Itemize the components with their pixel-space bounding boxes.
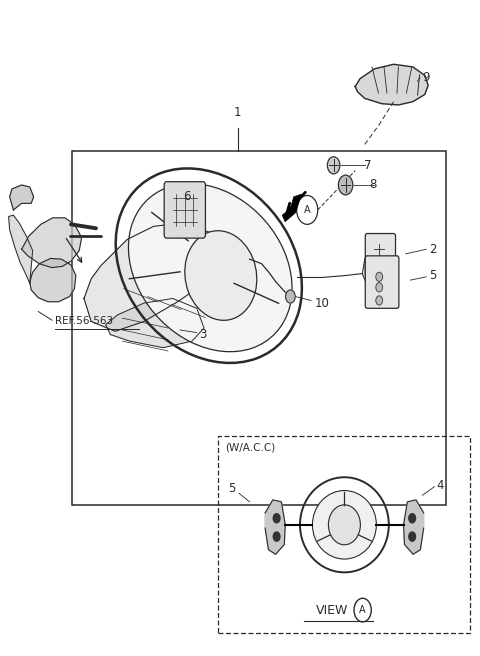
FancyBboxPatch shape — [164, 182, 205, 238]
Text: 7: 7 — [364, 159, 372, 172]
Circle shape — [273, 514, 280, 523]
Polygon shape — [355, 64, 428, 105]
Bar — [72, 151, 446, 505]
Circle shape — [327, 157, 340, 174]
Text: A: A — [360, 605, 366, 615]
Text: (W/A.C.C): (W/A.C.C) — [226, 443, 276, 453]
Polygon shape — [282, 194, 301, 222]
Polygon shape — [84, 223, 221, 331]
Text: 5: 5 — [228, 482, 235, 495]
Text: A: A — [304, 205, 311, 215]
Text: 3: 3 — [199, 328, 206, 341]
Ellipse shape — [185, 231, 257, 320]
Polygon shape — [404, 500, 424, 554]
Ellipse shape — [328, 505, 360, 544]
Polygon shape — [30, 258, 76, 302]
Ellipse shape — [129, 184, 292, 352]
Text: 2: 2 — [430, 243, 437, 256]
Circle shape — [409, 514, 416, 523]
Text: 5: 5 — [430, 269, 437, 282]
Text: REF.56-563: REF.56-563 — [55, 316, 113, 327]
Ellipse shape — [312, 491, 376, 559]
Circle shape — [376, 283, 383, 292]
Text: 4: 4 — [437, 479, 444, 492]
FancyBboxPatch shape — [365, 256, 399, 308]
Circle shape — [286, 290, 295, 303]
Text: VIEW: VIEW — [316, 604, 348, 617]
Bar — [218, 436, 470, 633]
Text: 8: 8 — [370, 178, 377, 192]
Text: 9: 9 — [422, 71, 430, 84]
Text: 10: 10 — [314, 297, 329, 310]
FancyBboxPatch shape — [365, 234, 396, 277]
Text: 1: 1 — [234, 106, 241, 119]
Circle shape — [376, 296, 383, 305]
Polygon shape — [265, 500, 285, 554]
Polygon shape — [9, 215, 33, 283]
Polygon shape — [106, 298, 204, 348]
Polygon shape — [22, 218, 82, 268]
Circle shape — [273, 532, 280, 541]
Circle shape — [376, 272, 383, 281]
Text: 6: 6 — [183, 190, 191, 203]
Polygon shape — [10, 185, 34, 210]
Circle shape — [338, 175, 353, 195]
Circle shape — [409, 532, 416, 541]
